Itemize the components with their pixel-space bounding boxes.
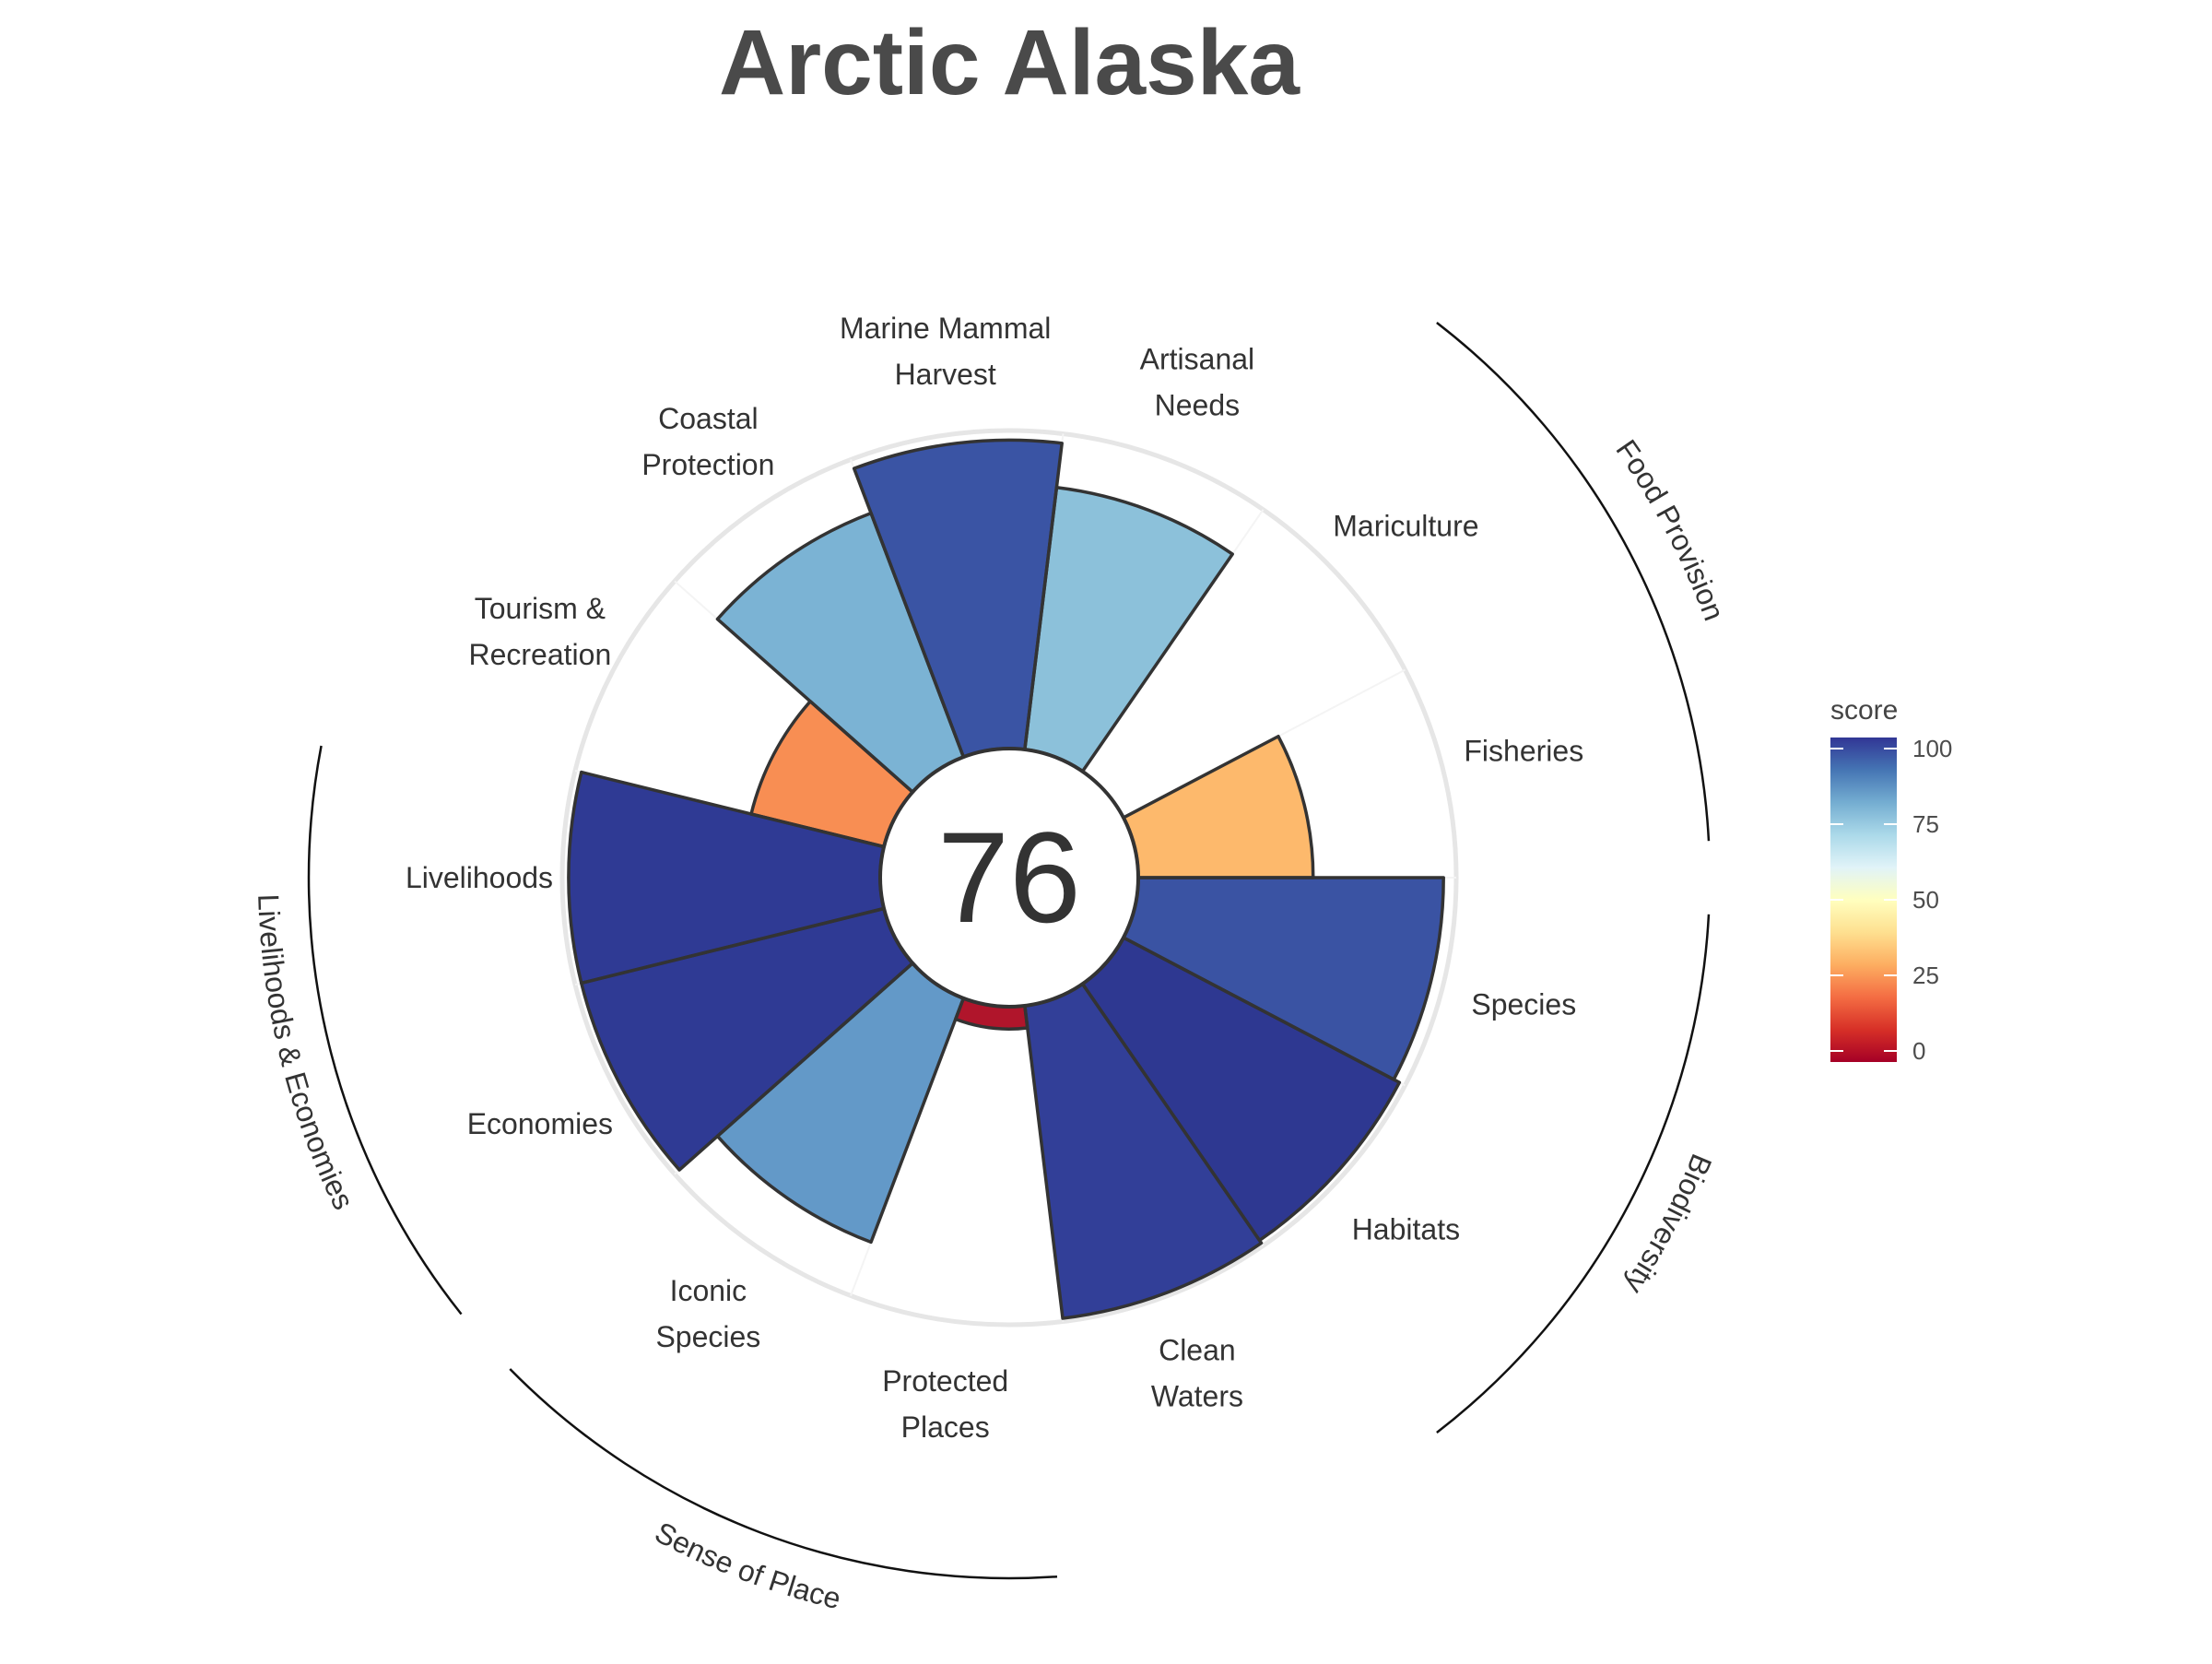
legend-tick-label: 25: [1912, 962, 1939, 989]
group-label-food-provision: Food Provision: [1609, 433, 1731, 624]
petal-label-species: Species: [1471, 988, 1576, 1021]
group-arc-biodiversity: [1436, 914, 1711, 1434]
legend-title: score: [1830, 695, 1898, 726]
petal-label-fisheries: Fisheries: [1464, 734, 1583, 767]
petal-label-habitats: Habitats: [1352, 1212, 1460, 1245]
petal-label-clean-waters: Clean Waters: [1151, 1334, 1243, 1413]
petal-label-marine-mammal-harvest: Marine Mammal Harvest: [840, 312, 1051, 391]
center-score: 76: [937, 805, 1081, 950]
petal-label-livelihoods: Livelihoods: [406, 861, 553, 894]
group-label-livelihoods-and-economies: Livelihoods & Economies: [252, 893, 360, 1214]
center-circle: [878, 747, 1140, 1009]
petal-label-artisanal-needs: Artisanal Needs: [1140, 342, 1255, 421]
petal-artisanal-needs: [1024, 486, 1234, 773]
legend-tick-label: 0: [1912, 1037, 1925, 1065]
petal-labels-layer: Fisheries Mariculture Artisanal Needs Marine…: [406, 312, 1583, 1444]
petal-label-mariculture: Mariculture: [1333, 510, 1478, 543]
legend-tick-label: 75: [1912, 810, 1939, 838]
legend-ticks: 100 75 50 25 0: [1830, 735, 1952, 1065]
group-label-sense-of-place: Sense of Place: [650, 1516, 844, 1616]
legend-tick-label: 50: [1912, 886, 1939, 914]
petal-label-iconic-species: Iconic Species: [655, 1274, 760, 1353]
petal-label-tourism-and-recreation: Tourism & Recreation: [468, 592, 611, 671]
group-label-biodiversity: Biodiversity: [1618, 1150, 1719, 1300]
petal-label-economies: Economies: [467, 1107, 613, 1140]
petal-label-coastal-protection: Coastal Protection: [641, 402, 774, 481]
group-arc-sense-of-place: [509, 1368, 1058, 1580]
legend-tick-label: 100: [1912, 735, 1952, 762]
group-arc-food-provision: [1436, 321, 1711, 842]
legend: score 100 75 50 25 0: [1830, 695, 1952, 1065]
petal-fisheries: [1122, 735, 1314, 879]
chart-title: Arctic Alaska: [719, 11, 1300, 114]
petal-label-protected-places: Protected Places: [882, 1364, 1008, 1444]
group-arc-livelihoods-and-economies: [307, 745, 463, 1316]
